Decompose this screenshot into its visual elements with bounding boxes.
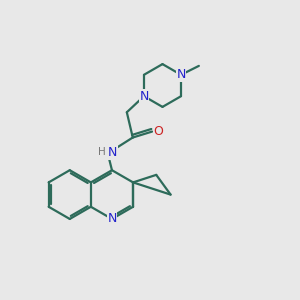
Text: N: N xyxy=(139,90,148,103)
Text: O: O xyxy=(154,125,164,138)
Text: N: N xyxy=(108,146,118,159)
Text: N: N xyxy=(176,68,186,81)
Text: N: N xyxy=(107,212,117,226)
Text: H: H xyxy=(98,147,106,157)
